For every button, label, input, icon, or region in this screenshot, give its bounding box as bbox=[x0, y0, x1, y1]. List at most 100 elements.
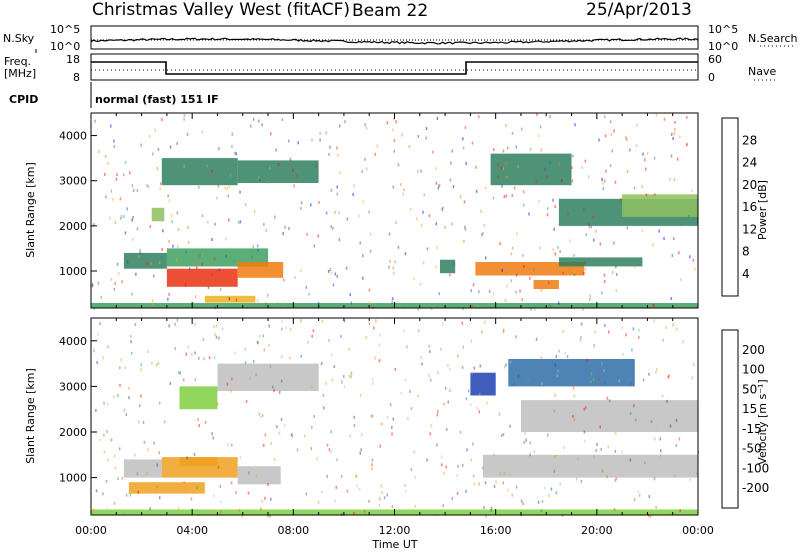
data-speck bbox=[349, 293, 351, 297]
data-speck bbox=[588, 467, 591, 471]
data-speck bbox=[471, 304, 473, 308]
data-speck bbox=[583, 271, 585, 275]
data-speck bbox=[336, 192, 338, 196]
data-speck bbox=[114, 466, 117, 470]
data-speck bbox=[501, 184, 503, 188]
data-speck bbox=[217, 466, 220, 469]
time-tick-label: 04:00 bbox=[176, 524, 208, 537]
data-speck bbox=[537, 134, 540, 138]
data-speck bbox=[430, 378, 432, 382]
data-speck bbox=[461, 321, 464, 325]
data-speck bbox=[521, 298, 523, 301]
data-speck bbox=[308, 292, 310, 296]
data-speck bbox=[176, 318, 179, 322]
data-speck bbox=[201, 214, 204, 218]
data-speck bbox=[102, 356, 104, 360]
data-speck bbox=[260, 507, 262, 511]
data-speck bbox=[131, 351, 133, 355]
data-speck bbox=[158, 451, 161, 455]
data-speck bbox=[174, 347, 177, 350]
data-speck bbox=[572, 414, 574, 418]
data-speck bbox=[282, 232, 284, 236]
data-speck bbox=[443, 471, 445, 475]
data-speck bbox=[566, 414, 569, 418]
data-speck bbox=[482, 232, 484, 236]
data-speck bbox=[256, 244, 259, 248]
data-speck bbox=[417, 170, 419, 173]
data-speck bbox=[176, 141, 178, 145]
data-speck bbox=[393, 271, 395, 275]
data-speck bbox=[549, 115, 551, 119]
data-speck bbox=[389, 403, 392, 407]
data-speck bbox=[593, 238, 595, 242]
date-label: 25/Apr/2013 bbox=[586, 0, 692, 20]
data-speck bbox=[653, 304, 655, 307]
data-speck bbox=[251, 255, 253, 259]
colorbar-tick-label: -15 bbox=[742, 422, 762, 436]
data-speck bbox=[416, 217, 418, 221]
data-speck bbox=[470, 339, 473, 343]
data-speck bbox=[673, 178, 676, 182]
data-speck bbox=[462, 345, 464, 349]
colorbar-tick-label: -50 bbox=[742, 442, 762, 456]
data-speck bbox=[606, 396, 609, 400]
data-speck bbox=[678, 437, 681, 441]
data-speck bbox=[140, 143, 142, 147]
data-speck bbox=[659, 437, 661, 441]
data-speck bbox=[615, 477, 617, 481]
data-region bbox=[508, 359, 635, 387]
data-speck bbox=[177, 228, 180, 232]
data-speck bbox=[426, 458, 428, 462]
data-speck bbox=[543, 486, 546, 490]
data-speck bbox=[207, 286, 210, 290]
data-speck bbox=[586, 358, 589, 362]
data-speck bbox=[198, 424, 200, 428]
data-speck bbox=[509, 424, 511, 428]
data-speck bbox=[300, 354, 302, 358]
data-speck bbox=[611, 149, 613, 153]
data-speck bbox=[183, 378, 185, 382]
data-speck bbox=[584, 261, 586, 265]
data-speck bbox=[343, 385, 346, 389]
data-speck bbox=[311, 138, 313, 142]
data-speck bbox=[194, 351, 196, 355]
data-speck bbox=[185, 352, 187, 356]
data-speck bbox=[637, 490, 640, 493]
data-speck bbox=[280, 355, 283, 359]
data-speck bbox=[235, 298, 238, 302]
data-speck bbox=[547, 281, 550, 285]
data-speck bbox=[391, 504, 394, 508]
data-speck bbox=[311, 334, 313, 338]
data-speck bbox=[511, 131, 514, 135]
data-speck bbox=[118, 447, 121, 451]
data-speck bbox=[585, 233, 587, 237]
data-region bbox=[151, 207, 165, 222]
data-speck bbox=[464, 227, 467, 231]
data-speck bbox=[502, 330, 505, 334]
data-speck bbox=[315, 164, 318, 168]
data-speck bbox=[156, 166, 159, 170]
data-speck bbox=[245, 399, 248, 403]
data-speck bbox=[441, 208, 443, 212]
data-speck bbox=[502, 167, 504, 171]
data-speck bbox=[666, 399, 668, 403]
data-speck bbox=[107, 161, 109, 165]
data-speck bbox=[330, 353, 333, 356]
data-speck bbox=[665, 326, 667, 330]
data-speck bbox=[422, 210, 424, 214]
data-speck bbox=[269, 365, 272, 369]
data-speck bbox=[580, 336, 582, 340]
data-speck bbox=[446, 428, 448, 431]
data-speck bbox=[319, 131, 321, 135]
data-speck bbox=[609, 164, 612, 168]
data-speck bbox=[230, 481, 233, 485]
data-speck bbox=[293, 184, 295, 188]
data-speck bbox=[190, 497, 193, 501]
nsky-tick-top: 10^5 bbox=[50, 23, 80, 36]
data-speck bbox=[557, 245, 559, 249]
data-speck bbox=[316, 457, 318, 461]
nsky-panel: N.Sky 10^5 10^0 10^5 10^0 N.Search bbox=[3, 23, 798, 53]
freq-tick-bottom: 8 bbox=[73, 71, 80, 84]
data-speck bbox=[216, 402, 219, 406]
data-speck bbox=[414, 475, 417, 479]
